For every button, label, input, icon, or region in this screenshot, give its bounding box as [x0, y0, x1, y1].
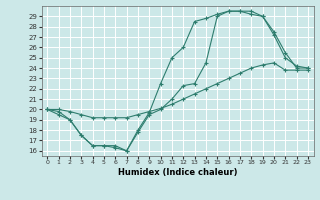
X-axis label: Humidex (Indice chaleur): Humidex (Indice chaleur) [118, 168, 237, 177]
